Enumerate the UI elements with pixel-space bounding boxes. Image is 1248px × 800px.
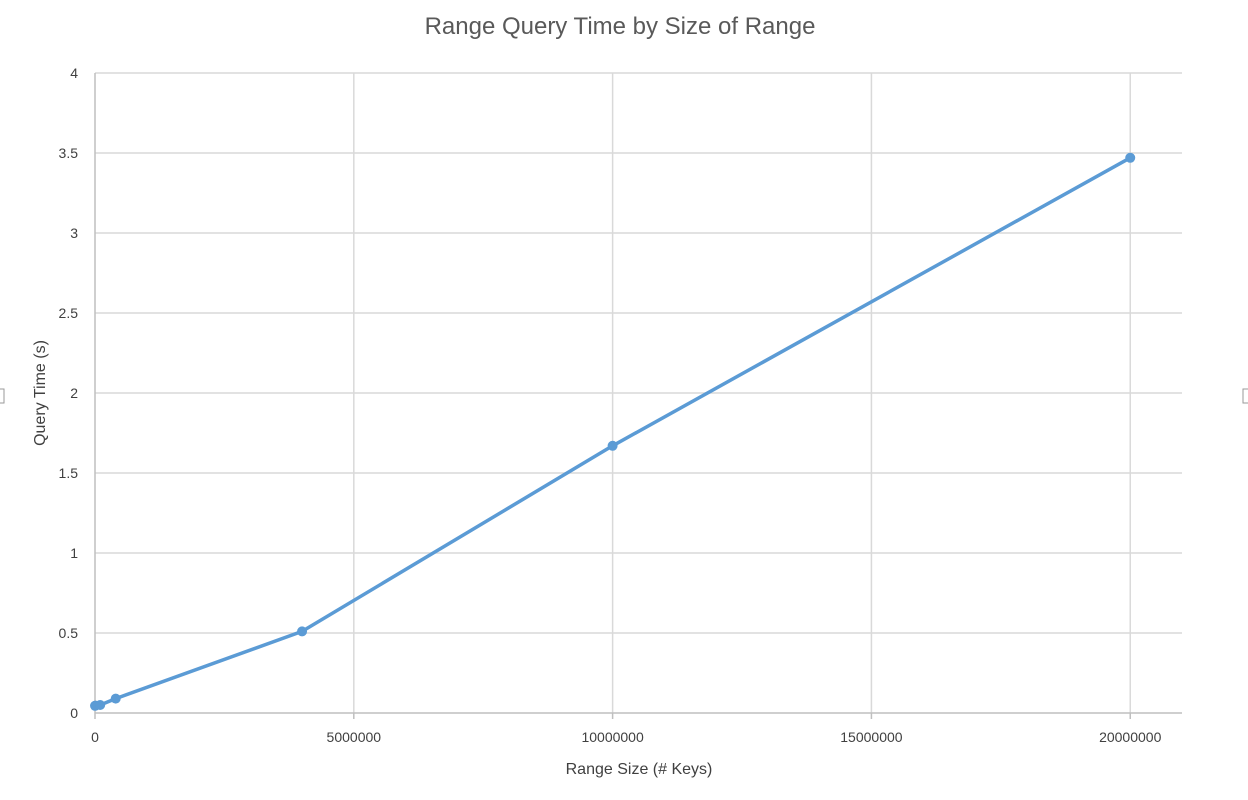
y-axis-label: Query Time (s) — [32, 340, 49, 446]
y-tick-label: 3.5 — [59, 145, 79, 161]
series-layer — [90, 152, 1136, 711]
x-axis-ticks: 0 5000000 10000000 15000000 20000000 — [91, 729, 1161, 745]
data-point — [110, 693, 121, 704]
x-tick-label: 15000000 — [840, 729, 903, 745]
y-tick-label: 4 — [70, 65, 78, 81]
right-resize-handle[interactable] — [1242, 388, 1248, 404]
data-point — [297, 626, 308, 637]
data-point — [607, 440, 618, 451]
gridlines — [95, 72, 1182, 713]
data-point — [95, 700, 106, 710]
y-tick-label: 0.5 — [59, 625, 79, 641]
axes — [94, 73, 1182, 719]
x-axis-label: Range Size (# Keys) — [566, 761, 713, 778]
x-tick-label: 20000000 — [1099, 729, 1162, 745]
y-axis-ticks: 0 0.5 1 1.5 2 2.5 3 3.5 4 — [59, 65, 79, 721]
x-tick-label: 5000000 — [327, 729, 382, 745]
data-point — [1125, 152, 1136, 163]
y-tick-label: 1.5 — [59, 465, 79, 481]
chart-title: Range Query Time by Size of Range — [425, 13, 816, 40]
y-tick-label: 3 — [70, 225, 78, 241]
y-tick-label: 2 — [70, 385, 78, 401]
x-tick-label: 10000000 — [581, 729, 644, 745]
left-resize-handle[interactable] — [0, 388, 5, 404]
y-tick-label: 0 — [70, 705, 78, 721]
y-tick-label: 2.5 — [59, 305, 79, 321]
x-tick-label: 0 — [91, 729, 99, 745]
y-tick-label: 1 — [70, 545, 78, 561]
